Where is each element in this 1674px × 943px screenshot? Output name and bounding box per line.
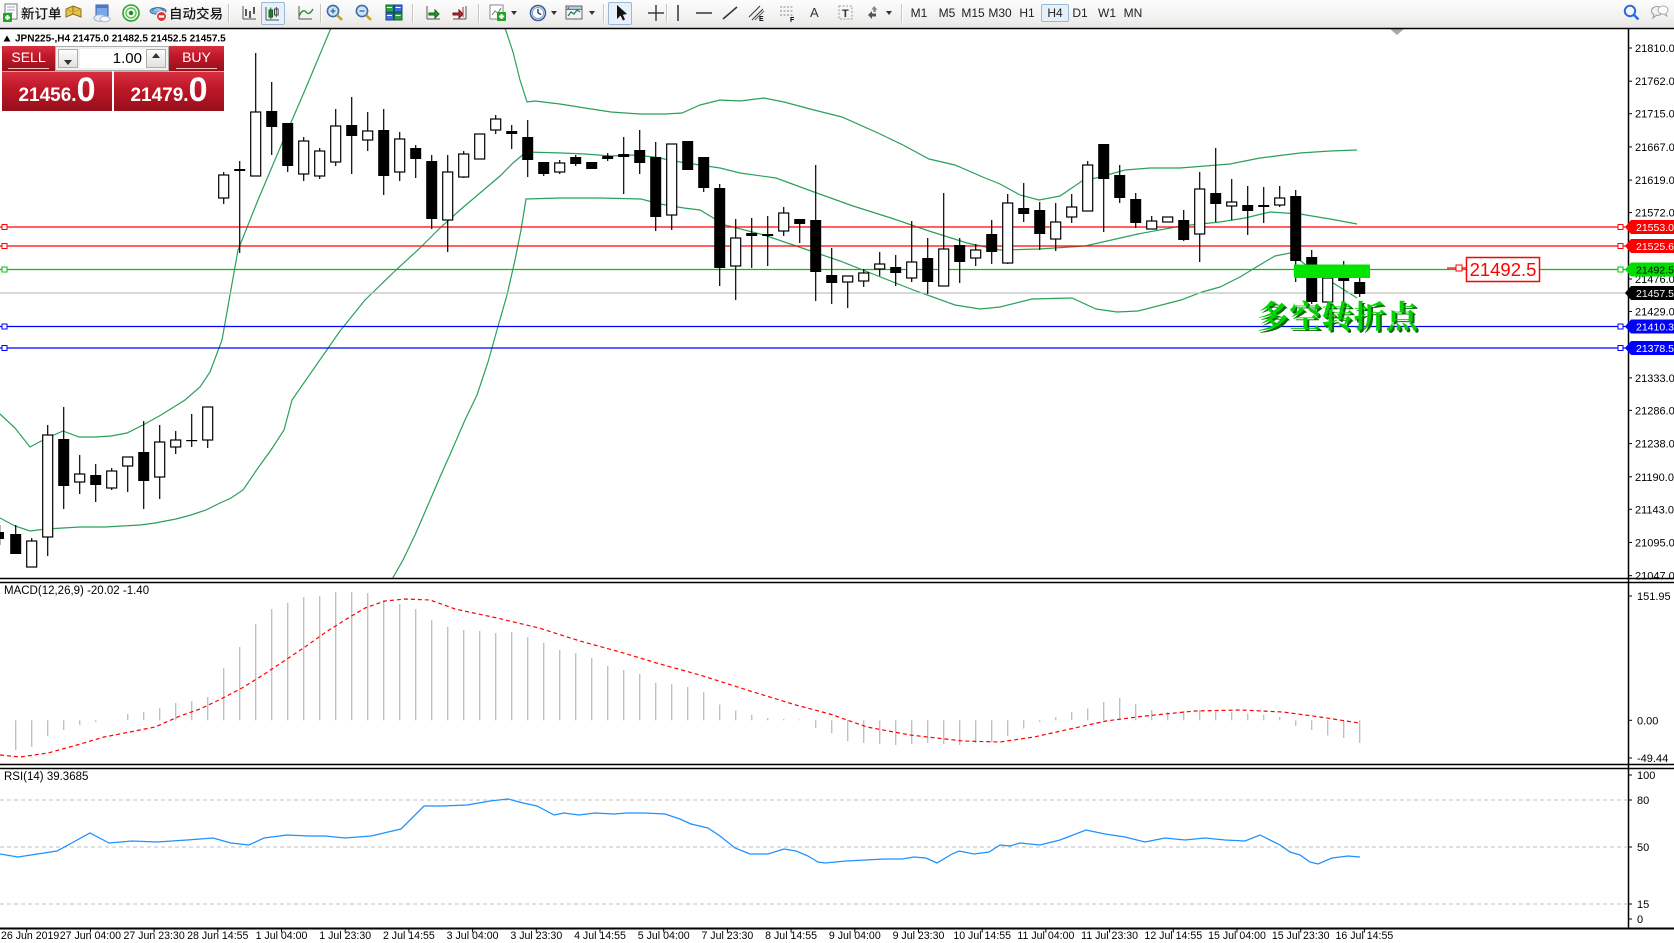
svg-text:JPN225-,H4 21475.0 21482.5 21: JPN225-,H4 21475.0 21482.5 21452.5 21457…: [15, 34, 226, 45]
svg-text:21143.0: 21143.0: [1635, 504, 1674, 516]
svg-text:-49.44: -49.44: [1637, 753, 1668, 765]
svg-text:151.95: 151.95: [1637, 591, 1671, 603]
svg-text:21457.5: 21457.5: [1636, 288, 1674, 300]
svg-text:21525.6: 21525.6: [1636, 241, 1674, 253]
svg-text:1 Jul 04:00: 1 Jul 04:00: [256, 930, 308, 942]
svg-text:28 Jun 14:55: 28 Jun 14:55: [187, 930, 248, 942]
svg-text:F: F: [790, 17, 795, 23]
svg-text:21333.0: 21333.0: [1635, 373, 1674, 385]
svg-text:9 Jul 23:30: 9 Jul 23:30: [893, 930, 945, 942]
svg-text:3 Jul 23:30: 3 Jul 23:30: [510, 930, 562, 942]
svg-text:80: 80: [1637, 795, 1649, 807]
svg-text:1 Jul 23:30: 1 Jul 23:30: [319, 930, 371, 942]
svg-text:21762.0: 21762.0: [1635, 76, 1674, 88]
svg-text:26 Jun 2019: 26 Jun 2019: [1, 930, 59, 942]
svg-text:4 Jul 14:55: 4 Jul 14:55: [574, 930, 626, 942]
svg-text:21667.0: 21667.0: [1635, 142, 1674, 154]
svg-text:21492.5: 21492.5: [1470, 259, 1537, 280]
svg-text:21238.0: 21238.0: [1635, 439, 1674, 451]
svg-text:27 Jun 04:00: 27 Jun 04:00: [60, 930, 121, 942]
svg-text:21410.3: 21410.3: [1636, 322, 1674, 334]
svg-text:E: E: [759, 16, 764, 23]
svg-text:0: 0: [1637, 914, 1643, 926]
svg-text:15 Jul 04:00: 15 Jul 04:00: [1208, 930, 1266, 942]
svg-text:50: 50: [1637, 842, 1649, 854]
svg-text:21492.5: 21492.5: [1636, 265, 1674, 277]
svg-text:9 Jul 04:00: 9 Jul 04:00: [829, 930, 881, 942]
svg-text:2 Jul 14:55: 2 Jul 14:55: [383, 930, 435, 942]
svg-text:RSI(14) 39.3685: RSI(14) 39.3685: [4, 771, 88, 783]
svg-text:21190.0: 21190.0: [1635, 472, 1674, 484]
svg-text:21047.0: 21047.0: [1635, 571, 1674, 583]
svg-text:100: 100: [1637, 770, 1655, 782]
svg-text:16 Jul 14:55: 16 Jul 14:55: [1336, 930, 1394, 942]
svg-text:11 Jul 04:00: 11 Jul 04:00: [1017, 930, 1074, 942]
svg-text:21553.0: 21553.0: [1636, 222, 1674, 234]
svg-text:10 Jul 14:55: 10 Jul 14:55: [953, 930, 1011, 942]
svg-text:21619.0: 21619.0: [1635, 175, 1674, 187]
svg-text:MACD(12,26,9) -20.02 -1.40: MACD(12,26,9) -20.02 -1.40: [4, 585, 149, 597]
svg-text:15 Jul 23:30: 15 Jul 23:30: [1272, 930, 1330, 942]
svg-text:21095.0: 21095.0: [1635, 537, 1674, 549]
svg-text:21572.0: 21572.0: [1635, 208, 1674, 220]
svg-text:8 Jul 14:55: 8 Jul 14:55: [765, 930, 817, 942]
svg-text:T: T: [842, 8, 849, 20]
svg-text:0.00: 0.00: [1637, 715, 1658, 727]
svg-text:21715.0: 21715.0: [1635, 109, 1674, 121]
svg-text:15: 15: [1637, 899, 1649, 911]
svg-text:21286.0: 21286.0: [1635, 405, 1674, 417]
svg-text:21429.0: 21429.0: [1635, 306, 1674, 318]
svg-text:21810.0: 21810.0: [1635, 43, 1674, 55]
svg-text:5 Jul 04:00: 5 Jul 04:00: [638, 930, 690, 942]
svg-text:21378.5: 21378.5: [1636, 343, 1674, 355]
svg-text:27 Jun 23:30: 27 Jun 23:30: [123, 930, 184, 942]
svg-text:21476.0: 21476.0: [1635, 274, 1674, 286]
svg-text:7 Jul 23:30: 7 Jul 23:30: [701, 930, 753, 942]
svg-text:11 Jul 23:30: 11 Jul 23:30: [1081, 930, 1138, 942]
svg-text:12 Jul 14:55: 12 Jul 14:55: [1144, 930, 1202, 942]
svg-text:3 Jul 04:00: 3 Jul 04:00: [447, 930, 499, 942]
